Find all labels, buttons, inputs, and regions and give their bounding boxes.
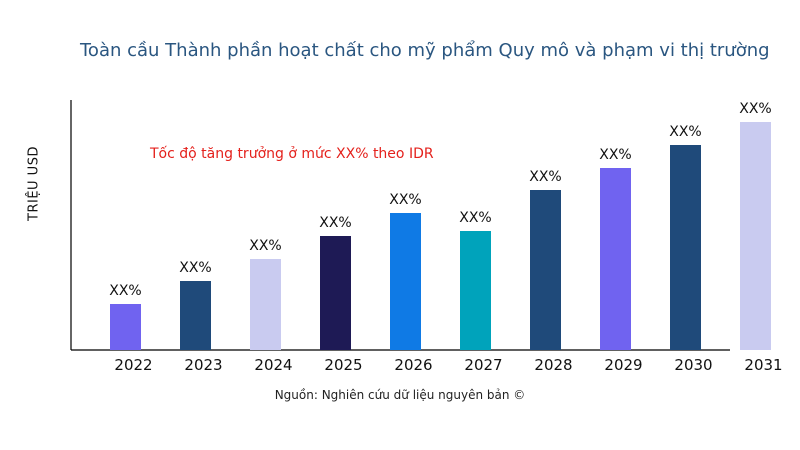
x-tick-2026: 2026 [394,356,432,374]
x-tick-2031: 2031 [744,356,782,374]
data-label-2026: XX% [389,192,421,208]
chart-title: Toàn cầu Thành phần hoạt chất cho mỹ phẩ… [80,40,770,61]
source-note: Nguồn: Nghiên cứu dữ liệu nguyên bản © [274,388,526,402]
data-label-2030: XX% [669,124,701,140]
x-tick-2024: 2024 [254,356,292,374]
data-label-2028: XX% [529,169,561,185]
data-label-2029: XX% [599,147,631,163]
bar-2028 [530,190,561,350]
bar-2022 [110,304,141,350]
data-label-2023: XX% [179,260,211,276]
data-label-2027: XX% [459,210,491,226]
bar-2026 [390,213,421,350]
bar-2029 [600,168,631,350]
x-tick-2023: 2023 [184,356,222,374]
data-label-2031: XX% [739,101,771,117]
growth-annotation: Tốc độ tăng trưởng ở mức XX% theo IDR [150,146,434,162]
x-tick-2022: 2022 [114,356,152,374]
x-tick-2028: 2028 [534,356,572,374]
bar-2023 [180,281,211,350]
bar-2025 [320,236,351,350]
bar-2031 [740,122,771,350]
x-tick-2027: 2027 [464,356,502,374]
bar-2027 [460,231,491,350]
x-tick-2029: 2029 [604,356,642,374]
data-label-2022: XX% [109,283,141,299]
bar-2024 [250,259,281,350]
data-label-2025: XX% [319,215,351,231]
x-tick-2030: 2030 [674,356,712,374]
data-label-2024: XX% [249,238,281,254]
x-tick-2025: 2025 [324,356,362,374]
bar-2030 [670,145,701,350]
